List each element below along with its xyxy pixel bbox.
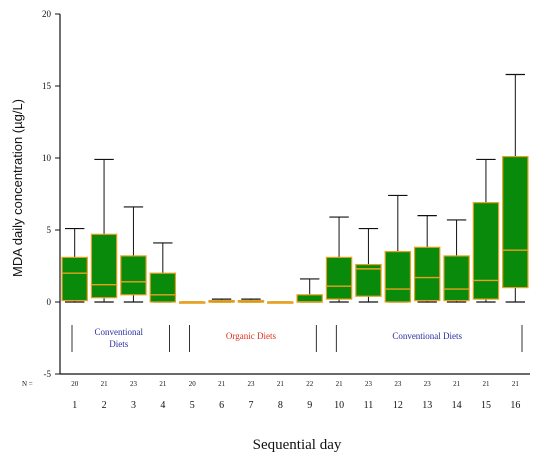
x-tick-label: 9 [307,400,312,411]
box-day-12 [384,194,412,303]
box-series [61,73,529,304]
annotation-text: Organic Diets [226,331,277,341]
box-iqr [384,251,412,303]
box-day-13 [413,215,441,303]
x-tick-label: 13 [422,400,432,411]
n-count: 21 [453,380,461,388]
box-iqr [355,263,382,297]
box-day-5 [178,301,206,304]
x-tick-label: 4 [160,400,165,411]
n-count: 21 [512,380,520,388]
plot-frame [59,14,530,375]
n-count: 21 [277,380,285,388]
y-axis-label: MDA daily concentration (µg/L) [10,99,25,277]
box-iqr [413,246,441,302]
x-tick-label: 2 [102,400,107,411]
y-tick-label: 10 [42,153,52,163]
box-day-10 [325,216,353,303]
x-tick-label: 5 [190,400,195,411]
annotation-conventional-diets: Conventional Diets [392,331,462,341]
n-count: 23 [247,380,255,388]
annotation-organic-diets: Organic Diets [226,331,277,341]
n-count: 21 [101,380,109,388]
y-tick-label: -5 [44,369,52,379]
box-iqr [149,272,177,303]
box-iqr [325,256,353,300]
n-count: 23 [424,380,432,388]
n-count: 22 [306,380,314,388]
box-day-7 [237,298,265,303]
x-tick-label: 1 [72,400,77,411]
box-day-3 [120,206,147,303]
box-day-2 [90,158,118,303]
x-tick-label: 11 [364,400,374,411]
n-count: 21 [336,380,344,388]
box-day-9 [296,278,323,303]
n-count: 23 [365,380,373,388]
n-count: 21 [159,380,167,388]
box-iqr [90,233,118,299]
x-tick-label: 14 [452,400,462,411]
n-count: 23 [130,380,138,388]
box-day-1 [61,227,88,303]
box-day-6 [208,298,235,303]
n-count: 23 [394,380,402,388]
box-day-4 [149,242,177,303]
box-iqr [296,294,323,303]
x-tick-label: 12 [393,400,403,411]
annotation-text: Conventional Diets [392,331,462,341]
n-count: 20 [189,380,197,388]
y-tick-label: 5 [47,225,52,235]
x-tick-label: 3 [131,400,136,411]
x-tick-label: 15 [481,400,491,411]
box-iqr [502,155,529,289]
n-count: 21 [218,380,226,388]
n-count: 20 [71,380,79,388]
x-axis-label: Sequential day [253,437,342,453]
annotation-line: Diets [109,339,128,349]
x-tick-label: 8 [278,400,283,411]
y-tick-label: 15 [42,81,52,91]
x-axis: 1 2 3 4 5 6 7 8 9 10 11 12 13 14 15 16 [72,400,520,411]
annotation-line: Conventional [95,327,144,337]
box-iqr [120,255,147,296]
n-row-label: N = [22,380,33,388]
box-day-14 [443,219,470,303]
x-tick-label: 10 [334,400,344,411]
box-day-16 [502,73,529,303]
box-iqr [443,255,470,302]
x-tick-label: 7 [248,400,253,411]
box-iqr [61,256,88,302]
y-tick-label: 0 [47,297,52,307]
x-tick-label: 16 [510,400,520,411]
y-tick-label: 20 [42,9,52,19]
annotation-conventional-diets: Conventional Diets [95,327,144,349]
diet-annotations: Conventional Diets Organic Diets Convention… [71,325,523,352]
box-day-15 [472,158,500,303]
box-day-8 [267,301,294,304]
box-iqr [472,202,500,300]
y-axis: -5 0 5 10 15 20 [42,9,60,379]
x-tick-label: 6 [219,400,224,411]
n-count-row: N = 20 21 23 21 20 21 23 21 22 21 23 23 23 21 21 21 [22,380,519,388]
n-count: 21 [482,380,490,388]
box-day-11 [355,227,382,303]
